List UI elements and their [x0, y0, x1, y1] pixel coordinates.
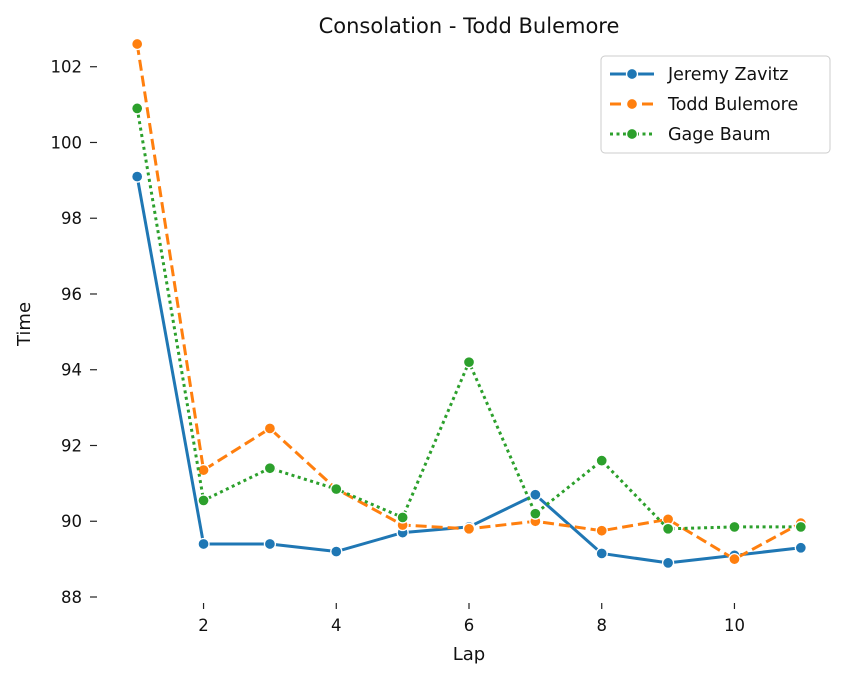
data-point — [330, 545, 343, 558]
series-1 — [131, 170, 807, 570]
legend-label: Gage Baum — [668, 125, 771, 145]
plot-area — [131, 37, 807, 570]
y-tick-label: 94 — [61, 361, 82, 380]
series-3 — [131, 102, 807, 535]
x-tick-label: 4 — [331, 616, 342, 635]
data-point — [529, 507, 542, 520]
data-point — [330, 482, 343, 496]
data-point — [396, 511, 409, 524]
legend-marker — [625, 67, 639, 81]
legend-label: Todd Bulemore — [667, 95, 798, 115]
y-axis: 88 90 92 94 96 98 100 102 — [51, 58, 97, 607]
data-point — [131, 170, 144, 183]
x-tick-label: 6 — [464, 616, 475, 635]
data-point — [595, 454, 608, 467]
series-line — [135, 108, 801, 531]
data-point — [794, 520, 807, 534]
y-tick-label: 92 — [61, 436, 82, 455]
data-point — [595, 547, 608, 560]
data-point — [263, 462, 277, 475]
data-point — [197, 537, 210, 551]
y-tick-label: 98 — [61, 209, 82, 228]
series-2 — [131, 37, 807, 566]
legend-box — [600, 55, 831, 154]
data-point — [197, 494, 210, 507]
data-point — [263, 537, 277, 551]
y-tick-label: 102 — [51, 58, 83, 77]
data-point — [728, 552, 741, 566]
x-tick-label: 2 — [198, 616, 209, 635]
y-tick-label: 96 — [61, 285, 82, 304]
x-tick-label: 10 — [724, 616, 745, 635]
x-axis-label: Lap — [453, 644, 485, 665]
y-tick-label: 100 — [51, 133, 83, 152]
data-point — [131, 37, 144, 51]
y-axis-label: Time — [14, 302, 35, 347]
data-point — [595, 524, 608, 537]
data-point — [263, 422, 277, 435]
series-line — [135, 176, 801, 565]
data-point — [131, 102, 144, 115]
legend-label: Jeremy Zavitz — [667, 65, 788, 85]
legend-marker — [625, 97, 639, 111]
x-axis: 2 4 6 8 10 — [198, 603, 745, 635]
data-point — [462, 356, 476, 369]
x-tick-label: 8 — [596, 616, 607, 635]
data-point — [661, 556, 675, 570]
y-tick-label: 90 — [61, 512, 82, 531]
data-point — [661, 522, 675, 535]
legend: Jeremy Zavitz Todd Bulemore Gage Baum — [600, 55, 831, 154]
y-tick-label: 88 — [61, 588, 82, 607]
data-point — [529, 488, 542, 501]
data-point — [728, 520, 741, 534]
chart-title: Consolation - Todd Bulemore — [319, 14, 620, 38]
data-point — [794, 541, 807, 554]
legend-marker — [625, 127, 639, 141]
data-point — [462, 522, 476, 535]
